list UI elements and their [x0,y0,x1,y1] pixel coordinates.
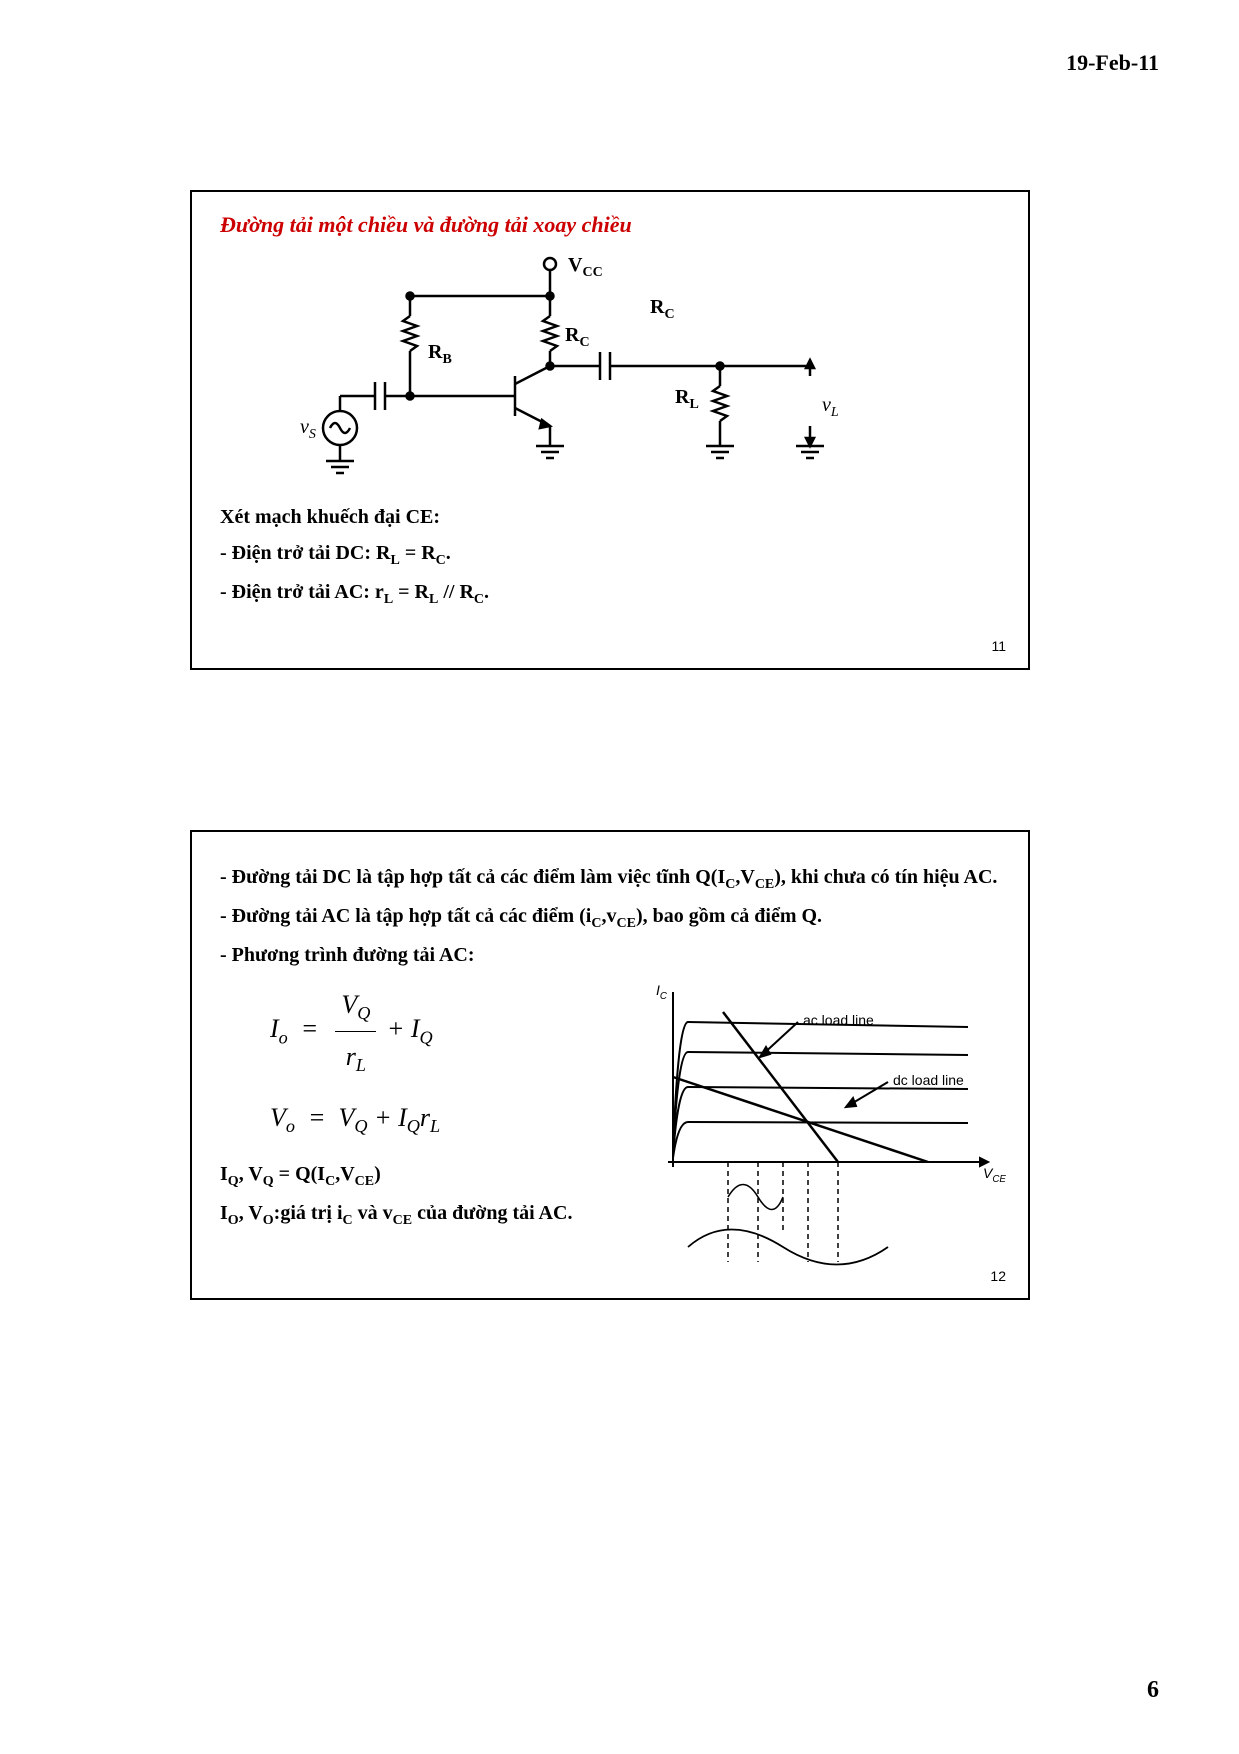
label-vcc: VCC [568,254,603,281]
slide-11-title: Đường tải một chiều và đường tải xoay ch… [220,212,1000,238]
slide11-line1: Xét mạch khuếch đại CE: [220,502,1000,532]
circuit-diagram: VCC RC RC RB RL vS vL [220,246,1000,496]
label-rl: RL [675,386,699,413]
slide12-para3: - Phương trình đường tải AC: [220,940,1000,970]
graph-x-axis-label: VCE [983,1165,1006,1185]
graph-ac-label: ac load line [803,1012,874,1028]
page-number: 6 [1147,1677,1159,1704]
label-rb: RB [428,341,452,368]
label-vs: vS [300,416,316,443]
slide11-line3: - Điện trở tải AC: rL = RL // RC. [220,577,1000,610]
circuit-svg [220,246,1000,496]
load-line-graph: IC VCE ac load line dc load line [628,982,1008,1282]
header-date: 19-Feb-11 [1066,50,1159,76]
slide12-def2: IO, VO:giá trị iC và vCE của đường tải A… [220,1198,600,1231]
slide-12: - Đường tải DC là tập hợp tất cả các điể… [190,830,1030,1300]
label-rc-upper: RC [650,296,675,323]
slide11-line2: - Điện trở tải DC: RL = RC. [220,538,1000,571]
label-rc: RC [565,324,590,351]
label-vl: vL [822,394,839,421]
slide-12-number: 12 [990,1268,1006,1284]
slide12-para1: - Đường tải DC là tập hợp tất cả các điể… [220,862,1000,895]
graph-dc-label: dc load line [893,1072,964,1088]
slide-11: Đường tải một chiều và đường tải xoay ch… [190,190,1030,670]
slide-11-number: 11 [991,638,1006,654]
graph-y-axis-label: IC [656,982,667,1002]
slide12-para2: - Đường tải AC là tập hợp tất cả các điể… [220,901,1000,934]
